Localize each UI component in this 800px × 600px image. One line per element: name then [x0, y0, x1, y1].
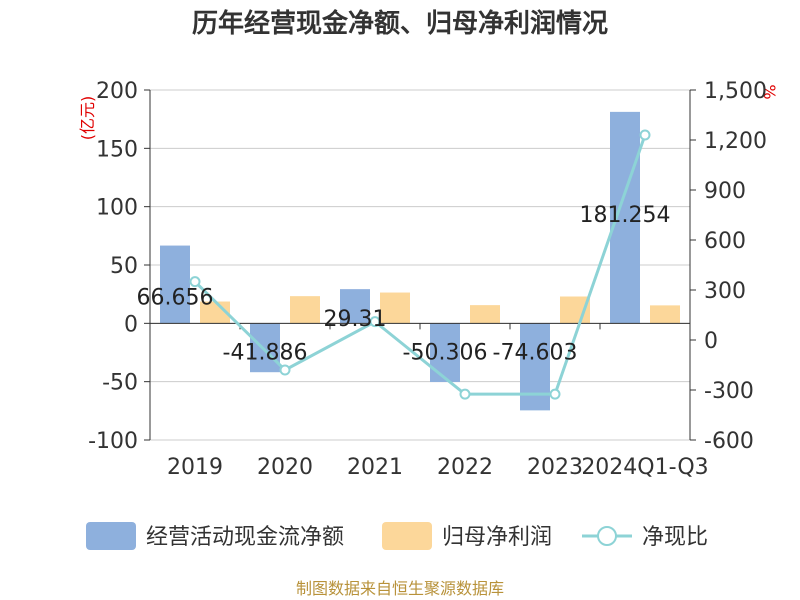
legend[interactable]: 经营活动现金流净额 归母净利润 净现比 [86, 522, 708, 550]
bars [160, 111, 680, 411]
x-tick-label: 2023 [527, 455, 583, 480]
left-tick-label: 100 [96, 196, 138, 221]
x-tick-label: 2024Q1-Q3 [581, 455, 708, 480]
data-label-cashflow: 66.656 [137, 285, 214, 310]
legend-label-profit[interactable]: 归母净利润 [442, 525, 552, 550]
bar-profit[interactable] [380, 292, 410, 324]
ratio-point[interactable] [549, 388, 561, 400]
left-tick-label: -50 [102, 371, 138, 396]
right-tick-label: 0 [704, 329, 718, 354]
legend-label-cashflow[interactable]: 经营活动现金流净额 [146, 525, 344, 550]
data-labels: 66.656 -41.886 29.31 -50.306 -74.603 181.254 [137, 203, 671, 365]
source-note: 制图数据来自恒生聚源数据库 [296, 579, 504, 598]
chart-title: 历年经营现金净额、归母净利润情况 [192, 8, 608, 39]
data-label-cashflow: 29.31 [324, 307, 387, 332]
bar-cashflow[interactable] [250, 323, 280, 373]
right-tick-label: 1,200 [704, 129, 767, 154]
bar-cashflow[interactable] [430, 323, 460, 383]
legend-swatch-cashflow[interactable] [86, 522, 136, 550]
right-tick-label: -600 [704, 429, 754, 454]
right-axis-unit: % [760, 84, 779, 99]
ratio-point[interactable] [369, 316, 381, 328]
bar-profit[interactable] [650, 305, 680, 324]
data-label-cashflow: -74.603 [493, 340, 578, 365]
right-tick-label: 1,500 [704, 79, 767, 104]
gridlines [150, 89, 690, 441]
x-tick-label: 2019 [167, 455, 223, 480]
bar-profit[interactable] [470, 305, 500, 324]
x-tick-label: 2021 [347, 455, 403, 480]
legend-marker-ratio[interactable] [597, 526, 617, 546]
right-tick-label: 600 [704, 229, 746, 254]
left-tick-label: -100 [88, 429, 138, 454]
data-label-cashflow: -50.306 [403, 340, 488, 365]
ratio-line-path [193, 134, 647, 396]
right-tick-label: 300 [704, 279, 746, 304]
ratio-point[interactable] [189, 276, 201, 288]
data-label-cashflow: 181.254 [580, 203, 671, 228]
x-tick-label: 2020 [257, 455, 313, 480]
left-tick-label: 0 [124, 312, 138, 337]
bar-cashflow[interactable] [340, 289, 370, 324]
ratio-point[interactable] [279, 364, 291, 376]
left-tick-label: 150 [96, 137, 138, 162]
right-tick-label: 900 [704, 179, 746, 204]
legend-swatch-profit[interactable] [382, 522, 432, 550]
left-tick-label: 50 [110, 254, 138, 279]
bar-cashflow[interactable] [520, 323, 550, 411]
left-tick-label: 200 [96, 79, 138, 104]
axes: 200 150 100 50 0 -50 -100 1,500 1,200 900 600 300 0 -… [88, 79, 767, 480]
legend-label-ratio[interactable]: 净现比 [642, 525, 708, 550]
ratio-line [189, 129, 651, 400]
ratio-point[interactable] [459, 388, 471, 400]
data-label-cashflow: -41.886 [223, 340, 308, 365]
bar-cashflow[interactable] [160, 245, 190, 324]
left-axis-unit: (亿元) [78, 96, 97, 141]
right-tick-label: -300 [704, 379, 754, 404]
ratio-point[interactable] [639, 129, 651, 141]
x-tick-label: 2022 [437, 455, 493, 480]
bar-profit[interactable] [290, 296, 320, 324]
